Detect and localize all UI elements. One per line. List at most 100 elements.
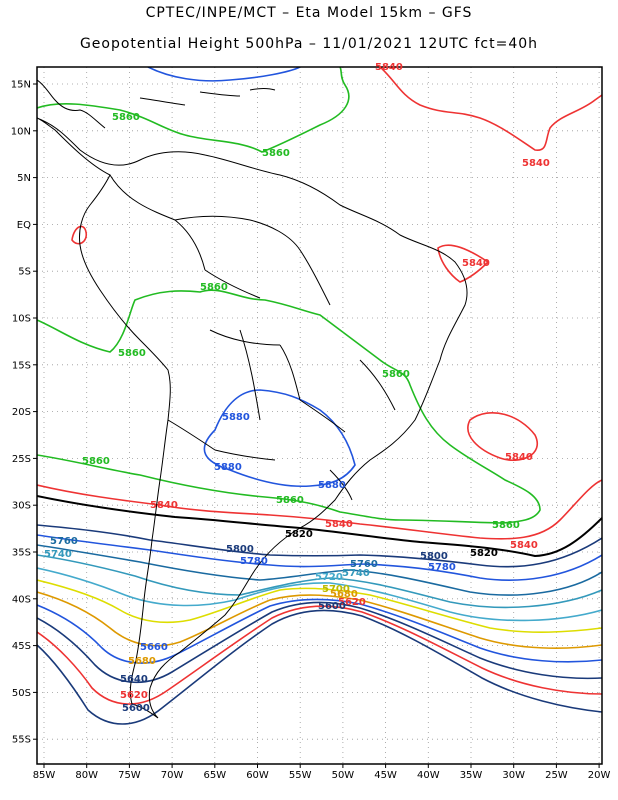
label-5600: 5600 bbox=[318, 601, 346, 612]
contour-5860-south bbox=[37, 454, 501, 524]
lat-label: 15S bbox=[12, 360, 31, 371]
lon-label: 50W bbox=[332, 770, 355, 781]
label-5840: 5840 bbox=[522, 158, 550, 169]
label-5880: 5880 bbox=[318, 480, 346, 491]
label-5760: 5760 bbox=[350, 559, 378, 570]
lon-label: 85W bbox=[33, 770, 56, 781]
contour-5780 bbox=[37, 534, 602, 581]
contour-labels: 5860 5860 5860 5860 5860 5860 5860 5860 … bbox=[44, 62, 550, 714]
contour-5760 bbox=[37, 544, 602, 596]
contour-5700 bbox=[37, 579, 602, 633]
label-5720: 5720 bbox=[315, 572, 343, 583]
label-5640: 5640 bbox=[120, 674, 148, 685]
map-title-line1: CPTEC/INPE/MCT – Eta Model 15km – GFS bbox=[145, 5, 473, 21]
label-5800: 5800 bbox=[420, 551, 448, 562]
label-5860: 5860 bbox=[82, 456, 110, 467]
lat-label: 45S bbox=[12, 641, 31, 652]
lon-label: 35W bbox=[460, 770, 483, 781]
lat-label: 35S bbox=[12, 548, 31, 559]
label-5820: 5820 bbox=[285, 529, 313, 540]
label-5860: 5860 bbox=[492, 520, 520, 531]
lat-label: 25S bbox=[12, 454, 31, 465]
contour-5660 bbox=[37, 598, 602, 664]
label-5620: 5620 bbox=[120, 690, 148, 701]
central-america bbox=[37, 79, 106, 129]
contour-5640 bbox=[37, 601, 602, 684]
lat-label: 30S bbox=[12, 501, 31, 512]
latitude-labels: 15N 10N 5N EQ 5S 10S 15S 20S 25S 30S 35S 40S 45S 50S 5… bbox=[11, 80, 37, 746]
label-5860: 5860 bbox=[112, 112, 140, 123]
lat-label: 20S bbox=[12, 407, 31, 418]
label-5600: 5600 bbox=[122, 703, 150, 714]
border-andes bbox=[109, 174, 396, 501]
label-5860: 5860 bbox=[200, 282, 228, 293]
south-america-coast bbox=[37, 117, 468, 719]
contour-5860-north bbox=[37, 67, 350, 153]
contour-5600 bbox=[37, 609, 602, 725]
label-5880: 5880 bbox=[214, 462, 242, 473]
label-5860: 5860 bbox=[382, 369, 410, 380]
lon-label: 60W bbox=[246, 770, 269, 781]
lon-label: 70W bbox=[161, 770, 184, 781]
lon-label: 65W bbox=[203, 770, 226, 781]
lat-label: 5S bbox=[18, 267, 31, 278]
label-5840: 5840 bbox=[462, 258, 490, 269]
label-5840: 5840 bbox=[505, 452, 533, 463]
label-5840: 5840 bbox=[150, 500, 178, 511]
label-5760: 5760 bbox=[50, 536, 78, 547]
caribbean-islands bbox=[139, 88, 276, 106]
label-5660: 5660 bbox=[140, 642, 168, 653]
contour-5840-north bbox=[379, 67, 602, 151]
label-5620: 5620 bbox=[338, 597, 366, 608]
label-5740: 5740 bbox=[342, 568, 370, 579]
lat-label: EQ bbox=[17, 220, 31, 231]
label-5800: 5800 bbox=[226, 544, 254, 555]
map-title-line2: Geopotential Height 500hPa – 11/01/2021 … bbox=[79, 36, 539, 52]
contour-5740 bbox=[37, 554, 602, 609]
lon-label: 55W bbox=[289, 770, 312, 781]
map-frame bbox=[36, 66, 603, 765]
contour-5800 bbox=[37, 524, 602, 568]
contour-5840-mid bbox=[37, 479, 602, 540]
contour-5840-equator-cell bbox=[71, 225, 88, 245]
label-5860: 5860 bbox=[118, 348, 146, 359]
label-5740: 5740 bbox=[44, 549, 72, 560]
label-5820: 5820 bbox=[470, 548, 498, 559]
lon-label: 30W bbox=[502, 770, 525, 781]
lon-label: 40W bbox=[417, 770, 440, 781]
contour-5620 bbox=[37, 605, 602, 705]
lon-label: 75W bbox=[118, 770, 141, 781]
contour-5680 bbox=[37, 591, 602, 649]
label-5840: 5840 bbox=[325, 519, 353, 530]
contour-5840-atlantic-cell bbox=[467, 412, 538, 462]
lat-label: 10N bbox=[11, 126, 31, 137]
contour-5860-central bbox=[37, 289, 541, 524]
label-5860: 5860 bbox=[262, 148, 290, 159]
label-5780: 5780 bbox=[240, 556, 268, 567]
lon-label: 25W bbox=[545, 770, 568, 781]
label-5860: 5860 bbox=[276, 495, 304, 506]
lat-label: 5N bbox=[17, 173, 31, 184]
label-5880: 5880 bbox=[222, 412, 250, 423]
label-5680: 5680 bbox=[330, 589, 358, 600]
contour-5880-north-cell bbox=[147, 67, 301, 82]
contour-5720 bbox=[37, 567, 602, 622]
label-5700: 5700 bbox=[322, 584, 350, 595]
contour-lines bbox=[37, 67, 602, 725]
longitude-labels: 85W 80W 75W 70W 65W 60W 55W 50W 45W 40W 35W 30W 25W 2… bbox=[33, 764, 611, 781]
lon-label: 20W bbox=[588, 770, 611, 781]
label-5840: 5840 bbox=[375, 62, 403, 73]
label-5680: 5680 bbox=[128, 656, 156, 667]
lat-label: 10S bbox=[12, 314, 31, 325]
lat-label: 55S bbox=[12, 735, 31, 746]
label-5780: 5780 bbox=[428, 562, 456, 573]
lat-label: 15N bbox=[11, 80, 31, 91]
lon-label: 45W bbox=[374, 770, 397, 781]
lon-label: 80W bbox=[75, 770, 98, 781]
contour-5820 bbox=[37, 495, 602, 558]
lat-label: 40S bbox=[12, 594, 31, 605]
contour-5880-cell bbox=[203, 389, 356, 488]
contour-5840-northeast-brazil bbox=[437, 244, 490, 283]
lat-label: 50S bbox=[12, 688, 31, 699]
